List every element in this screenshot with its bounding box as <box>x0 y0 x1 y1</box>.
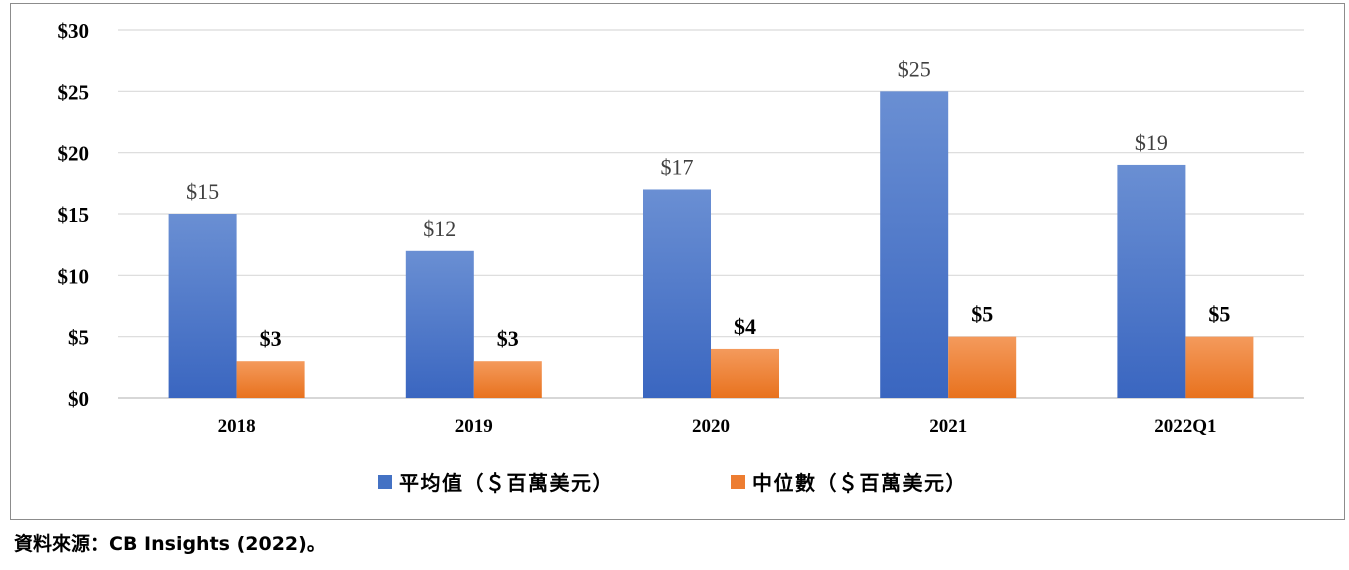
data-label: $19 <box>1135 130 1168 155</box>
data-label: $15 <box>186 179 219 204</box>
x-axis-ticks: 2018 2019 2020 2021 2022Q1 <box>218 416 1217 437</box>
x-tick-label: 2019 <box>455 416 493 437</box>
data-label: $17 <box>661 154 694 179</box>
data-label: $3 <box>260 326 282 351</box>
bar-median <box>473 361 542 398</box>
legend-label-median: 中位數（＄百萬美元） <box>752 471 967 495</box>
legend: 平均值（＄百萬美元） 中位數（＄百萬美元） <box>378 471 967 495</box>
y-tick-label: $15 <box>58 203 90 227</box>
bar-average <box>405 250 474 398</box>
data-label: $25 <box>898 56 931 81</box>
bar-median <box>236 361 305 398</box>
data-labels: $15 $3 $12 $3 $17 $4 $25 $5 $19 $5 <box>186 56 1230 351</box>
bar-average <box>880 91 949 398</box>
y-tick-label: $20 <box>58 142 90 166</box>
data-label: $5 <box>1208 302 1230 327</box>
bar-median <box>1185 336 1254 398</box>
data-label: $5 <box>971 302 993 327</box>
bar-average <box>168 214 237 398</box>
y-tick-label: $5 <box>68 326 89 350</box>
legend-swatch-average <box>378 475 392 489</box>
x-tick-label: 2018 <box>218 416 256 437</box>
x-tick-label: 2020 <box>692 416 730 437</box>
data-label: $3 <box>497 326 519 351</box>
y-tick-label: $10 <box>58 264 90 288</box>
legend-swatch-median <box>731 475 745 489</box>
y-axis-ticks: $0 $5 $10 $15 $20 $25 $30 <box>58 19 90 411</box>
y-tick-label: $30 <box>58 19 90 43</box>
bar-median <box>711 348 779 398</box>
bar-median <box>948 336 1017 398</box>
data-label: $12 <box>423 216 456 241</box>
gridlines <box>118 29 1304 399</box>
x-tick-label: 2022Q1 <box>1154 416 1216 437</box>
x-tick-label: 2021 <box>929 416 967 437</box>
source-note: 資料來源：CB Insights (2022)。 <box>14 533 326 555</box>
bar-average <box>1117 164 1186 398</box>
bar-average <box>643 189 711 398</box>
y-tick-label: $25 <box>58 80 90 104</box>
bars <box>168 91 1254 398</box>
data-label: $4 <box>734 314 756 339</box>
legend-label-average: 平均值（＄百萬美元） <box>399 471 614 495</box>
y-tick-label: $0 <box>68 387 89 411</box>
